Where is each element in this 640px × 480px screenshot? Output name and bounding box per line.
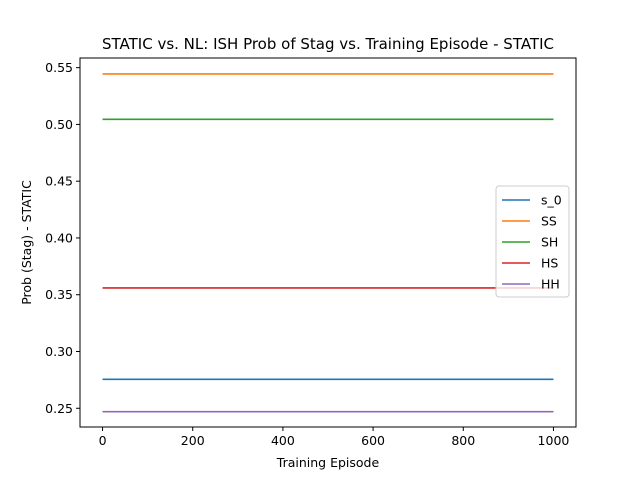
x-tick-label: 1000 bbox=[538, 433, 570, 448]
y-axis-label: Prob (Stag) - STATIC bbox=[19, 180, 34, 305]
x-tick-label: 0 bbox=[99, 433, 107, 448]
legend-label: s_0 bbox=[541, 193, 562, 208]
legend-label: SH bbox=[541, 235, 558, 250]
x-tick-label: 200 bbox=[181, 433, 205, 448]
y-tick-label: 0.30 bbox=[45, 344, 73, 359]
y-tick-label: 0.50 bbox=[45, 117, 73, 132]
plot-area bbox=[102, 73, 554, 413]
x-tick-label: 600 bbox=[361, 433, 385, 448]
plot-frame bbox=[79, 57, 577, 428]
y-tick-label: 0.25 bbox=[45, 401, 73, 416]
x-tick-label: 800 bbox=[451, 433, 475, 448]
legend-label: HS bbox=[541, 256, 558, 271]
chart-title: STATIC vs. NL: ISH Prob of Stag vs. Trai… bbox=[102, 35, 554, 53]
x-tick-label: 400 bbox=[271, 433, 295, 448]
y-tick-label: 0.35 bbox=[45, 287, 73, 302]
legend-label: HH bbox=[541, 277, 560, 292]
legend-box bbox=[495, 185, 570, 298]
y-axis: 0.25 0.30 0.35 0.40 0.45 0.50 0.55 bbox=[45, 60, 80, 416]
y-tick-label: 0.40 bbox=[45, 230, 73, 245]
y-tick-label: 0.45 bbox=[45, 174, 73, 189]
x-axis: 0 200 400 600 800 1000 bbox=[99, 427, 570, 448]
legend: s_0 SS SH HS HH bbox=[495, 185, 570, 298]
y-tick-label: 0.55 bbox=[45, 60, 73, 75]
x-axis-label: Training Episode bbox=[276, 455, 380, 470]
legend-label: SS bbox=[541, 214, 557, 229]
